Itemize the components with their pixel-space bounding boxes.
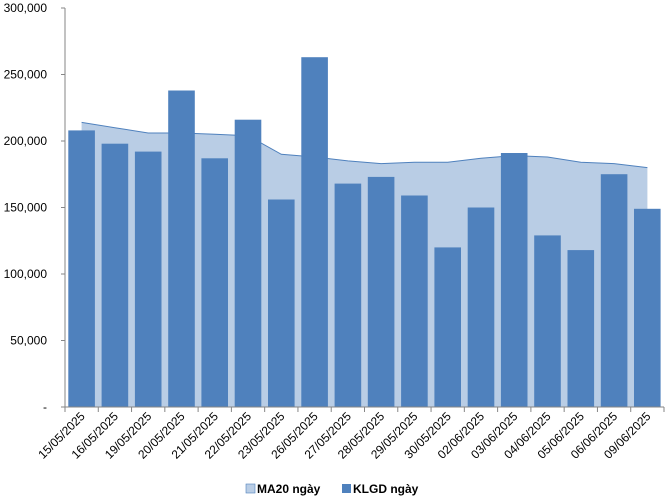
y-tick-label: - <box>43 400 47 414</box>
legend-label-klgd: KLGD ngày <box>353 482 419 496</box>
legend-swatch-ma20 <box>245 483 256 494</box>
legend-label-ma20: MA20 ngày <box>257 482 321 496</box>
bar-06/06/2025 <box>600 174 628 407</box>
bar-09/06/2025 <box>634 208 661 407</box>
y-tick-label: 300,000 <box>4 1 48 15</box>
bar-19/05/2025 <box>134 151 162 407</box>
y-tick-label: 250,000 <box>4 68 48 82</box>
bar-22/05/2025 <box>234 119 262 407</box>
bar-28/05/2025 <box>367 176 395 407</box>
bar-03/06/2025 <box>500 153 528 407</box>
legend-swatch-klgd <box>342 484 351 493</box>
y-tick-label: 200,000 <box>4 134 48 148</box>
ma20-area <box>81 122 648 408</box>
y-tick-label: 150,000 <box>4 201 48 215</box>
bar-21/05/2025 <box>201 158 228 407</box>
bar-05/06/2025 <box>567 250 595 407</box>
bar-02/06/2025 <box>467 207 495 407</box>
bar-16/05/2025 <box>101 143 129 407</box>
bar-27/05/2025 <box>334 183 362 407</box>
axis-layer <box>61 7 665 412</box>
bar-04/06/2025 <box>534 235 561 407</box>
bar-30/05/2025 <box>434 247 461 407</box>
ma20-area-layer <box>81 121 648 408</box>
y-tick-label: 50,000 <box>10 334 47 348</box>
y-tick-labels: - 50,000 100,000 150,000 200,000 250,000 300,0… <box>4 1 48 414</box>
y-tick-label: 100,000 <box>4 267 48 281</box>
x-tick-labels: 15/05/202516/05/202519/05/202520/05/2025… <box>35 409 653 462</box>
bar-29/05/2025 <box>401 195 428 407</box>
bar-15/05/2025 <box>68 130 95 407</box>
legend: MA20 ngày KLGD ngày <box>245 482 419 496</box>
klgd-bar-layer <box>68 57 661 407</box>
bar-20/05/2025 <box>168 90 195 407</box>
bar-26/05/2025 <box>301 57 328 407</box>
bar-23/05/2025 <box>268 199 295 407</box>
